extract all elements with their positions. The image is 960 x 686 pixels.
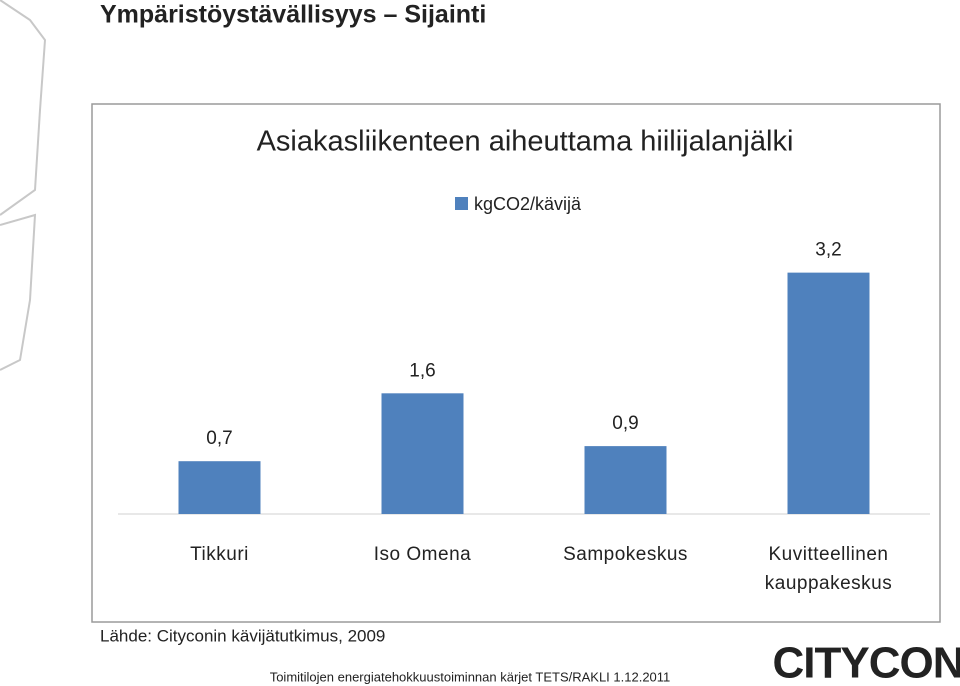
- value-label: 0,7: [206, 428, 232, 449]
- x-tick-label: Tikkuri: [190, 544, 249, 565]
- chart-title: Asiakasliikenteen aiheuttama hiilijalanj…: [257, 126, 794, 158]
- value-label: 0,9: [612, 413, 638, 434]
- bar: [787, 272, 870, 514]
- logo: CITYCON: [773, 639, 960, 686]
- value-label: 1,6: [409, 360, 435, 381]
- bar: [584, 446, 667, 514]
- map-outline: [0, 0, 47, 216]
- x-tick-label: Iso Omena: [373, 544, 472, 565]
- slide-title: Ympäristöystävällisyys – Sijainti: [100, 1, 486, 29]
- x-tick-label: Kuvitteellinen kauppakeskus: [764, 544, 893, 594]
- source: Lähde: Cityconin kävijätutkimus, 2009: [100, 626, 385, 645]
- value-label: 3,2: [815, 240, 841, 261]
- bar: [178, 461, 261, 514]
- bar: [381, 393, 464, 514]
- legend-swatch: [455, 197, 468, 210]
- legend-label: kgCO2/kävijä: [474, 194, 582, 214]
- x-tick-label: Sampokeskus: [563, 544, 688, 565]
- map-outline: [0, 213, 37, 371]
- footer: Toimitilojen energiatehokkuustoiminnan k…: [270, 669, 671, 684]
